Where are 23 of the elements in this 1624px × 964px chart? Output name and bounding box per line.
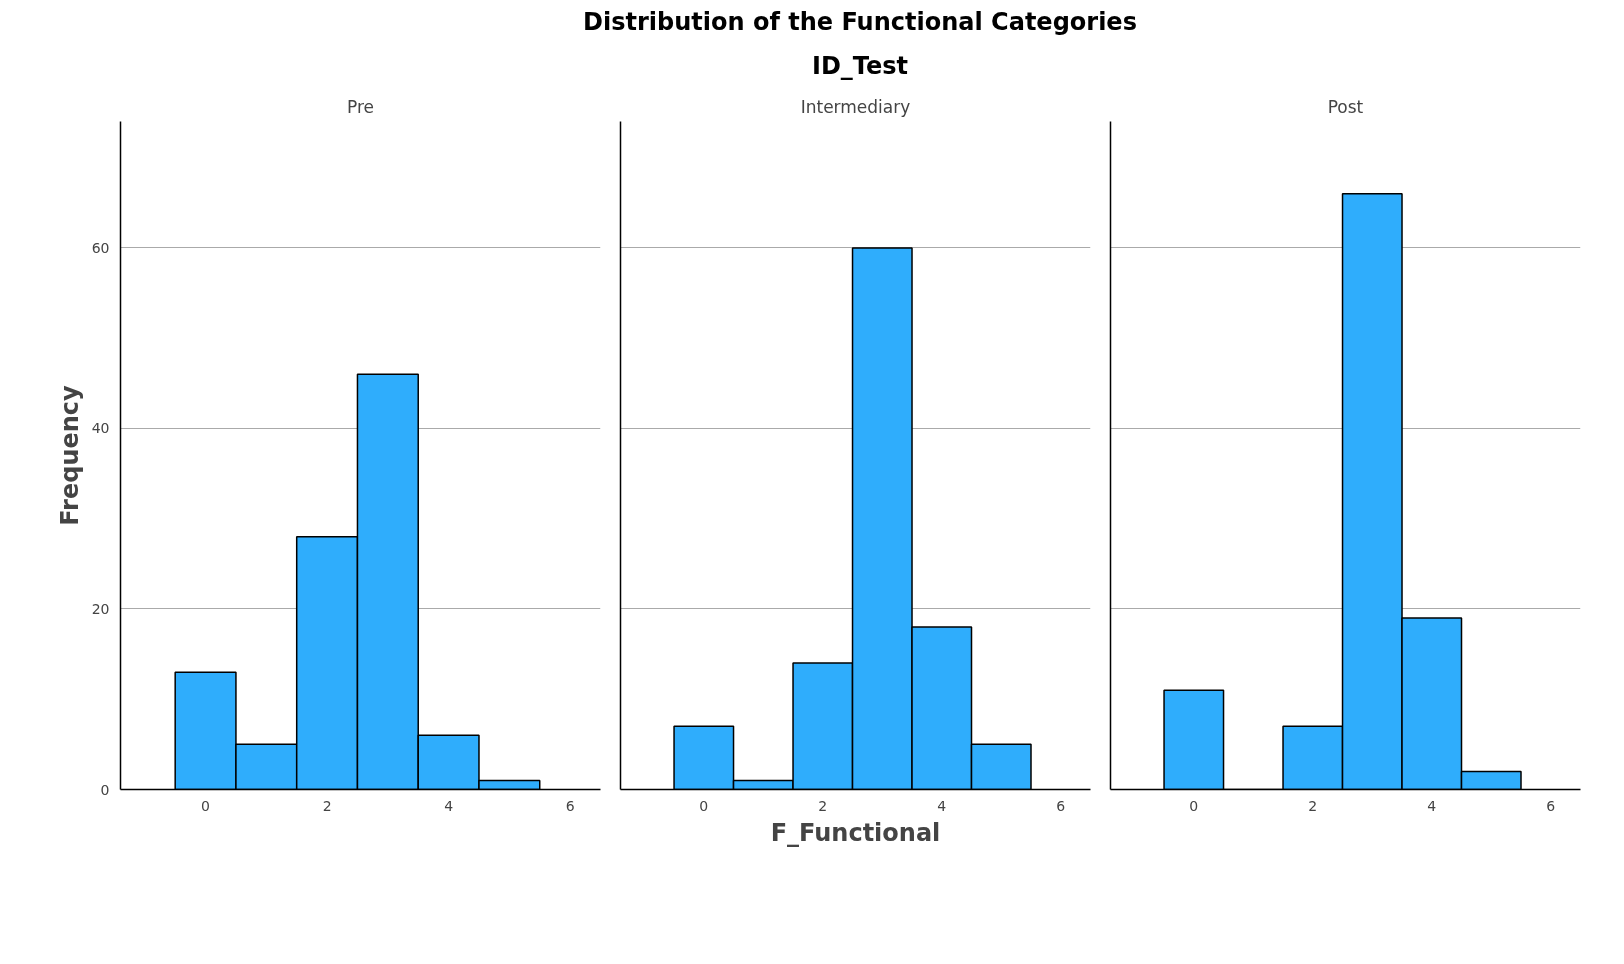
- y-tick-label: 20: [91, 600, 110, 617]
- y-tick-label: 40: [91, 419, 110, 436]
- x-tick-label: 6: [1056, 797, 1066, 814]
- text: Distribution of the Functional Categories: [583, 7, 1137, 38]
- x-tick-label: 4: [1427, 797, 1437, 814]
- y-tick-label: 0: [100, 781, 110, 798]
- y-tick-label: 60: [91, 239, 110, 256]
- x-tick-label: 6: [565, 797, 575, 814]
- chart-title: Pre: [346, 96, 375, 117]
- x-axis-title: F_Functional: [770, 818, 941, 847]
- x-tick-label: 0: [699, 797, 709, 814]
- x-tick-label: 0: [201, 797, 211, 814]
- x-tick-label: 6: [1546, 797, 1556, 814]
- x-tick-label: 2: [1308, 797, 1318, 814]
- x-tick-label: 4: [937, 797, 947, 814]
- y-axis-title: Frequency: [55, 384, 84, 526]
- x-tick-label: 2: [818, 797, 828, 814]
- chart-title: Intermediary: [800, 96, 911, 117]
- text: ID_Test: [811, 51, 909, 83]
- x-tick-label: 0: [1189, 797, 1199, 814]
- x-tick-label: 4: [444, 797, 454, 814]
- chart-title: Post: [1327, 96, 1364, 117]
- x-tick-label: 2: [322, 797, 332, 814]
